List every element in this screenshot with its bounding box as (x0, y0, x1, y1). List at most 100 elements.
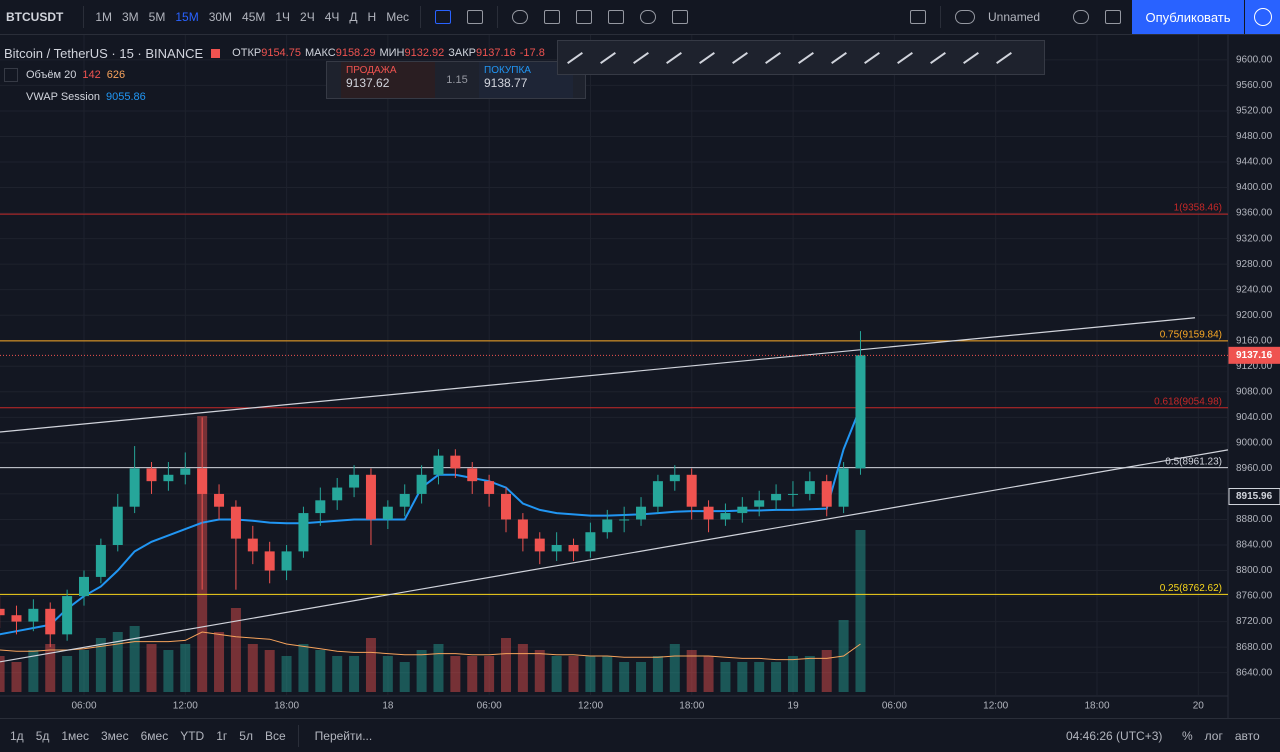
y-tick-label: 9120.00 (1236, 361, 1273, 372)
layout-name[interactable]: Unnamed (988, 10, 1041, 24)
y-tick-label: 8960.00 (1236, 463, 1273, 474)
candle-body (737, 506, 748, 514)
separator (420, 6, 422, 28)
interval[interactable]: 45М (242, 10, 266, 24)
fullscreen[interactable] (1105, 10, 1121, 24)
volume-bar (399, 662, 410, 692)
vwap-line (0, 406, 862, 636)
drawing-tool[interactable] (826, 45, 852, 71)
replay[interactable] (672, 10, 689, 24)
range[interactable]: 5д (35, 728, 50, 743)
x-tick-label: 19 (788, 701, 800, 712)
volume-bar (686, 650, 697, 692)
candle-body (180, 468, 191, 475)
drawing-tool[interactable] (727, 45, 753, 71)
x-tick-label: 20 (1193, 701, 1205, 712)
volume-bar (450, 656, 461, 692)
volume-bar (230, 608, 241, 692)
fib-label: 0.25(8762.62) (1160, 583, 1222, 594)
chart-style[interactable] (435, 10, 452, 24)
range[interactable]: Все (264, 728, 286, 743)
play-button[interactable] (1245, 0, 1280, 34)
drawing-tool[interactable] (859, 45, 885, 71)
interval[interactable]: 5М (148, 10, 166, 24)
x-tick-label: 18:00 (274, 701, 299, 712)
candle-body (771, 493, 782, 501)
range[interactable]: 1д (10, 728, 24, 743)
drawing-tool[interactable] (628, 45, 654, 71)
redo[interactable] (736, 10, 752, 24)
sell-label: ПРОДАЖА (346, 65, 397, 76)
settings[interactable] (1073, 10, 1089, 24)
volume-bar (619, 662, 630, 692)
interval[interactable]: 30М (208, 10, 233, 24)
scale-option[interactable]: авто (1234, 728, 1260, 743)
ohlc-value: 9158.29 (335, 47, 376, 59)
financials[interactable] (576, 10, 593, 24)
compare[interactable] (512, 10, 529, 24)
y-tick-label: 8760.00 (1236, 591, 1273, 602)
drawing-tool[interactable] (892, 45, 918, 71)
alert[interactable] (640, 10, 657, 24)
volume-bar (534, 650, 545, 692)
change: -17.8 (519, 47, 545, 59)
drawing-tool[interactable] (991, 45, 1017, 71)
drawing-tool[interactable] (694, 45, 720, 71)
indicators-icon[interactable] (467, 10, 484, 24)
candle-body (332, 487, 343, 501)
drawing-tool[interactable] (958, 45, 984, 71)
publish-button[interactable]: Опубликовать (1132, 0, 1244, 34)
interval[interactable]: 4Ч (324, 10, 340, 24)
ohlc-label: ЗАКР (448, 47, 476, 59)
candle-body (62, 596, 73, 635)
range[interactable]: 1г (216, 728, 228, 743)
drawing-tool[interactable] (793, 45, 819, 71)
scale-option[interactable]: лог (1204, 728, 1223, 743)
range[interactable]: 5л (239, 728, 253, 743)
x-tick-label: 12:00 (578, 701, 603, 712)
scale-option[interactable]: % (1182, 728, 1193, 743)
range[interactable]: YTD (180, 728, 205, 743)
undo[interactable] (704, 10, 720, 24)
interval[interactable]: 2Ч (300, 10, 315, 24)
volume-bar (416, 650, 427, 692)
interval[interactable]: 1М (95, 10, 112, 24)
volume-bar (95, 638, 106, 692)
drawing-tool[interactable] (562, 45, 588, 71)
drawing-tool[interactable] (661, 45, 687, 71)
interval[interactable]: 15М (175, 10, 199, 24)
drawing-tool[interactable] (760, 45, 786, 71)
drawing-tool[interactable] (925, 45, 951, 71)
price-label-box (1228, 346, 1280, 364)
y-tick-label: 8840.00 (1236, 540, 1273, 551)
interval[interactable]: Мес (386, 10, 410, 24)
indicators[interactable] (544, 10, 561, 24)
price-label: 8915.96 (1236, 491, 1273, 502)
layout[interactable] (910, 10, 926, 24)
price-label-box (1228, 488, 1280, 506)
trendline (0, 449, 1229, 663)
interval[interactable]: Д (349, 10, 358, 24)
sell-button[interactable]: ПРОДАЖА 9137.62 (341, 62, 435, 98)
templates[interactable] (608, 10, 625, 24)
interval[interactable]: 3М (122, 10, 139, 24)
volume-bar (568, 656, 579, 692)
volume-ma-line (0, 631, 861, 661)
volume-bar (821, 650, 832, 692)
range[interactable]: 6мес (140, 728, 169, 743)
symbol[interactable]: BTCUSDT (6, 10, 64, 24)
y-tick-label: 9080.00 (1236, 386, 1273, 397)
tool-icon (962, 51, 979, 64)
goto[interactable]: Перейти... (314, 728, 373, 743)
candle-body (804, 481, 815, 494)
candle-body (11, 615, 22, 622)
range[interactable]: 3мес (100, 728, 129, 743)
drawing-tool[interactable] (595, 45, 621, 71)
fib-label: 1(9358.46) (1174, 203, 1222, 214)
interval[interactable]: Н (367, 10, 377, 24)
interval[interactable]: 1Ч (275, 10, 291, 24)
candle-body (399, 493, 410, 507)
range[interactable]: 1мес (61, 728, 89, 743)
volume-bar (787, 656, 798, 692)
collapse[interactable] (4, 68, 18, 82)
